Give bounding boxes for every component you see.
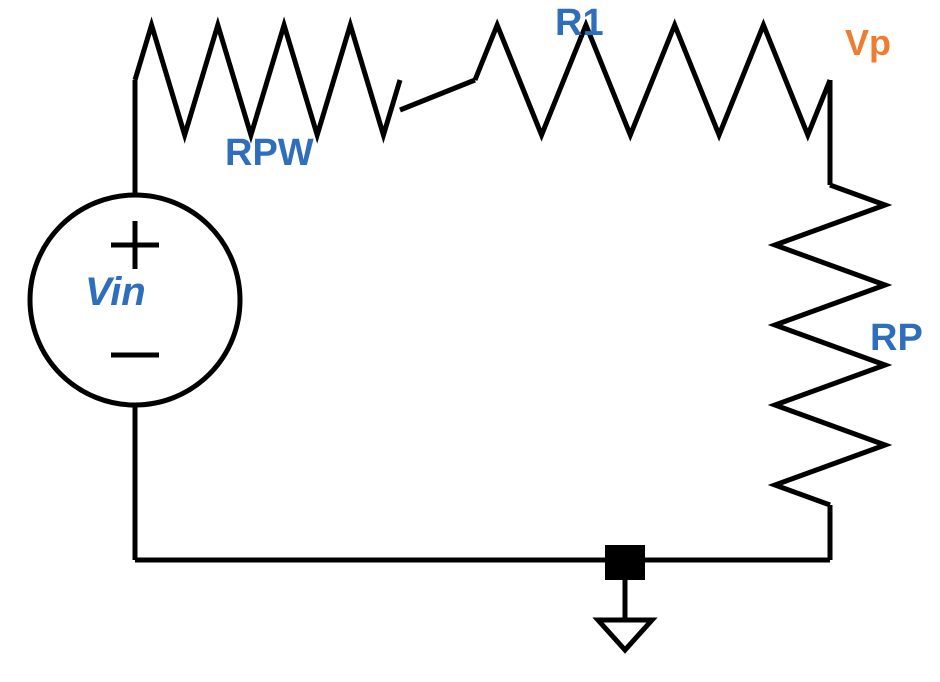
label-rp: RP <box>870 317 923 359</box>
label-vp: Vp <box>845 22 891 63</box>
label-vin: Vin <box>85 270 146 314</box>
ground-node <box>605 545 645 580</box>
label-rpw: RPW <box>225 132 314 174</box>
label-r1: R1 <box>555 2 604 44</box>
